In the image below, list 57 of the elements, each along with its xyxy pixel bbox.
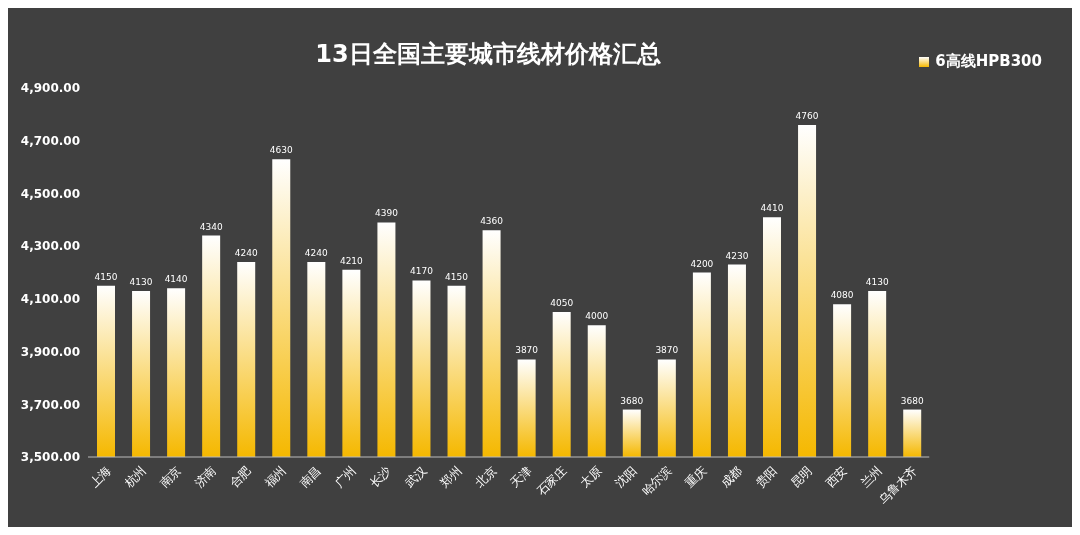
data-label: 4230 bbox=[725, 250, 749, 261]
x-tick-label: 昆明 bbox=[787, 463, 815, 491]
data-label: 3870 bbox=[515, 345, 539, 356]
x-tick-label: 天津 bbox=[507, 463, 535, 491]
data-label: 4340 bbox=[199, 221, 223, 232]
data-label: 4760 bbox=[795, 110, 819, 121]
y-tick-label: 4,300.00 bbox=[20, 239, 80, 254]
x-tick-label: 杭州 bbox=[121, 463, 149, 491]
x-tick-label: 广州 bbox=[332, 463, 360, 491]
data-label: 4170 bbox=[410, 266, 434, 277]
x-tick-label: 上海 bbox=[86, 463, 114, 491]
data-label: 4410 bbox=[760, 203, 784, 214]
data-label: 3680 bbox=[620, 395, 644, 406]
x-tick-label: 沈阳 bbox=[612, 463, 640, 491]
x-tick-label: 南昌 bbox=[297, 463, 324, 491]
x-tick-label: 郑州 bbox=[437, 463, 465, 491]
x-tick-label: 哈尔滨 bbox=[639, 463, 675, 499]
data-label: 4200 bbox=[690, 258, 714, 269]
x-tick-label: 济南 bbox=[191, 463, 219, 491]
data-label: 4140 bbox=[164, 274, 188, 285]
data-label: 4630 bbox=[269, 145, 293, 156]
data-label: 4130 bbox=[865, 276, 889, 287]
x-tick-label: 重庆 bbox=[682, 463, 710, 491]
y-tick-label: 4,500.00 bbox=[20, 186, 80, 201]
y-tick-label: 3,900.00 bbox=[20, 344, 80, 359]
data-label: 3870 bbox=[655, 345, 679, 356]
x-tick-label: 长沙 bbox=[367, 463, 395, 491]
x-tick-label: 石家庄 bbox=[534, 463, 570, 499]
y-tick-label: 4,900.00 bbox=[20, 81, 80, 96]
x-tick-label: 合肥 bbox=[227, 463, 254, 491]
x-tick-label: 武汉 bbox=[402, 463, 430, 491]
x-tick-label: 成都 bbox=[717, 463, 745, 491]
data-label: 4240 bbox=[234, 247, 258, 258]
data-label: 4240 bbox=[304, 247, 329, 258]
data-label: 3680 bbox=[900, 395, 924, 406]
x-tick-label: 福州 bbox=[262, 463, 289, 491]
data-label: 4050 bbox=[550, 298, 574, 309]
x-tick-label: 南京 bbox=[156, 463, 184, 491]
data-label: 4360 bbox=[480, 216, 504, 227]
x-tick-label: 兰州 bbox=[857, 463, 885, 491]
data-label: 4150 bbox=[445, 271, 469, 282]
chart-title: 13日全国主要城市线材价格汇总 bbox=[315, 40, 661, 68]
data-label: 4150 bbox=[94, 271, 118, 282]
x-tick-label: 贵阳 bbox=[752, 463, 780, 491]
y-tick-label: 4,100.00 bbox=[20, 292, 80, 307]
data-label: 4000 bbox=[585, 311, 609, 322]
data-label: 4130 bbox=[129, 276, 153, 287]
legend-label: 6高线HPB300 bbox=[935, 52, 1042, 71]
data-label: 4390 bbox=[374, 208, 399, 219]
data-label: 4210 bbox=[339, 255, 364, 266]
x-tick-label: 太原 bbox=[577, 463, 605, 491]
x-tick-label: 北京 bbox=[472, 463, 500, 491]
data-label: 4080 bbox=[830, 290, 854, 301]
y-tick-label: 3,700.00 bbox=[20, 397, 80, 412]
y-tick-label: 3,500.00 bbox=[20, 450, 80, 465]
y-tick-label: 4,700.00 bbox=[20, 133, 80, 148]
x-tick-label: 西安 bbox=[822, 463, 850, 491]
